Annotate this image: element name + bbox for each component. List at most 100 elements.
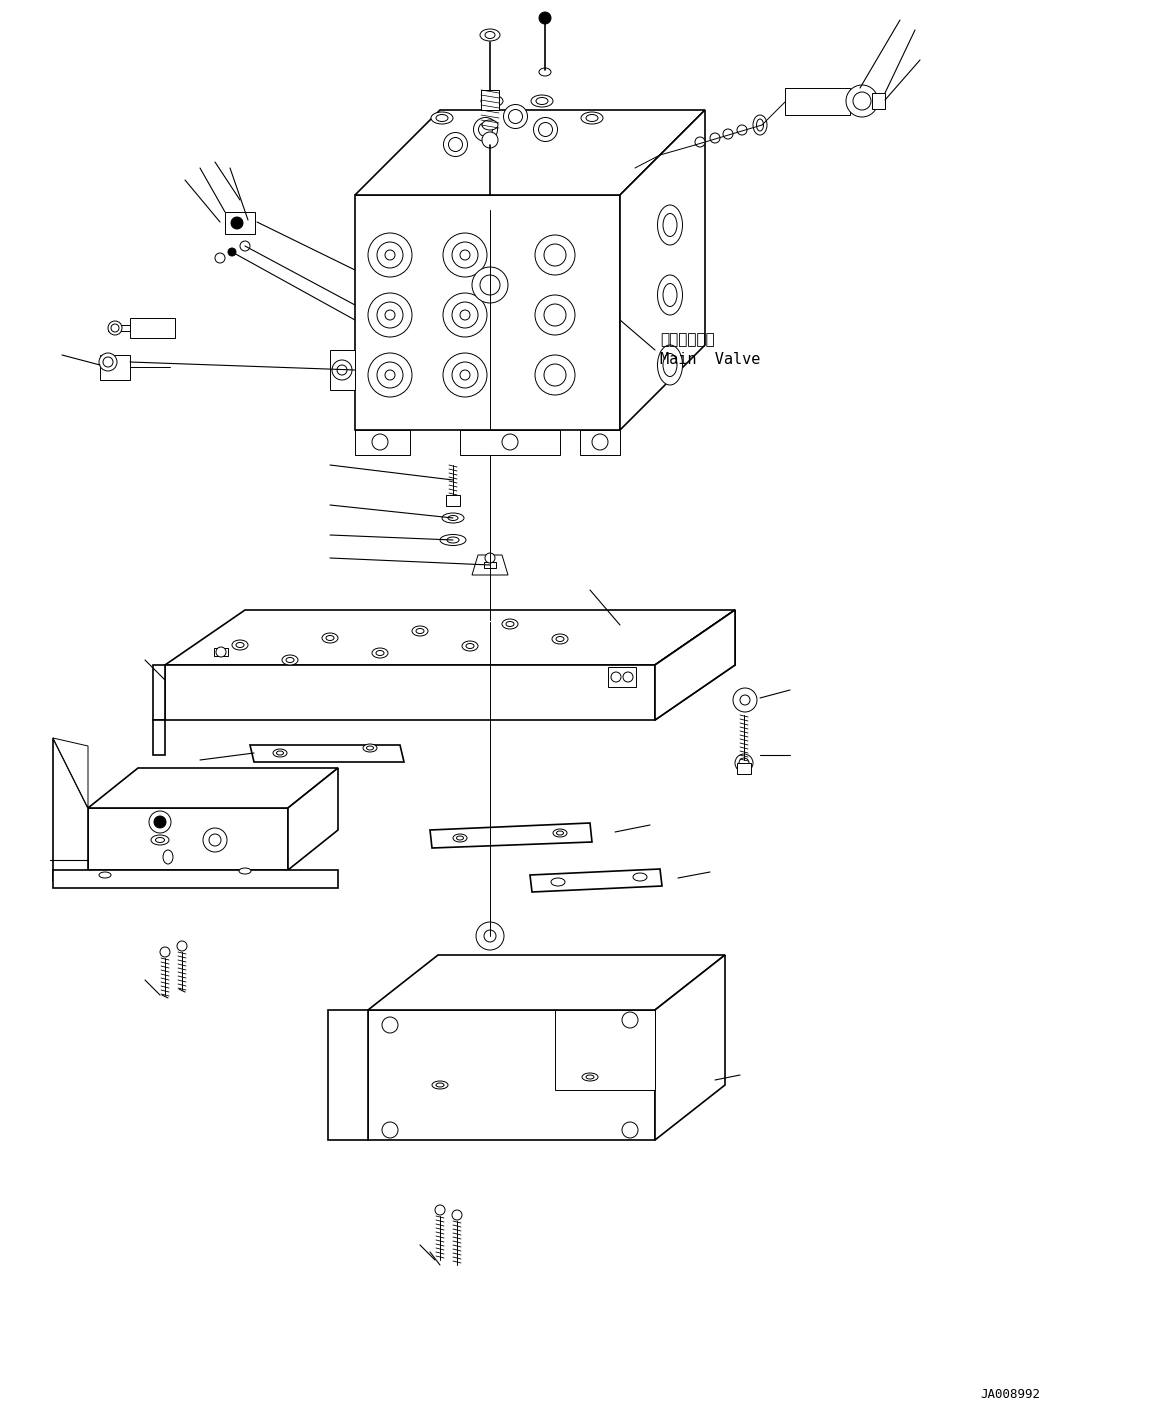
Circle shape xyxy=(372,434,388,450)
Ellipse shape xyxy=(582,1073,598,1080)
Polygon shape xyxy=(355,110,705,195)
Ellipse shape xyxy=(586,1075,594,1079)
Circle shape xyxy=(508,109,522,123)
Ellipse shape xyxy=(448,516,458,520)
Circle shape xyxy=(160,947,170,957)
Circle shape xyxy=(368,233,412,277)
Ellipse shape xyxy=(466,643,475,649)
Circle shape xyxy=(622,1012,638,1028)
Polygon shape xyxy=(355,195,620,430)
Circle shape xyxy=(737,124,747,134)
Circle shape xyxy=(443,354,487,397)
Ellipse shape xyxy=(454,834,468,841)
Circle shape xyxy=(449,137,463,151)
Circle shape xyxy=(544,304,566,327)
Polygon shape xyxy=(165,609,735,665)
Circle shape xyxy=(472,267,508,303)
Circle shape xyxy=(337,365,347,375)
Circle shape xyxy=(481,132,498,148)
Polygon shape xyxy=(355,430,411,455)
Ellipse shape xyxy=(436,1083,444,1087)
Polygon shape xyxy=(530,870,662,892)
Circle shape xyxy=(846,85,878,117)
Ellipse shape xyxy=(326,635,334,641)
Circle shape xyxy=(535,296,575,335)
Circle shape xyxy=(209,834,221,846)
Polygon shape xyxy=(330,351,355,390)
Polygon shape xyxy=(472,556,508,575)
Ellipse shape xyxy=(557,831,564,836)
Polygon shape xyxy=(608,667,636,687)
Polygon shape xyxy=(154,665,165,720)
Ellipse shape xyxy=(552,829,568,837)
Circle shape xyxy=(733,689,757,713)
Circle shape xyxy=(480,274,500,296)
Ellipse shape xyxy=(752,115,768,134)
Ellipse shape xyxy=(457,836,464,840)
Circle shape xyxy=(381,1121,398,1138)
Circle shape xyxy=(368,293,412,337)
Circle shape xyxy=(739,758,749,768)
Circle shape xyxy=(177,940,187,952)
Circle shape xyxy=(110,324,119,332)
Ellipse shape xyxy=(286,658,294,663)
Text: JA008992: JA008992 xyxy=(980,1389,1040,1401)
Polygon shape xyxy=(655,609,735,720)
Polygon shape xyxy=(368,954,725,1010)
Circle shape xyxy=(538,123,552,137)
Circle shape xyxy=(535,355,575,395)
Ellipse shape xyxy=(376,650,384,656)
Ellipse shape xyxy=(462,641,478,650)
Circle shape xyxy=(385,370,395,380)
Ellipse shape xyxy=(416,628,424,633)
Ellipse shape xyxy=(231,641,248,650)
Ellipse shape xyxy=(372,648,388,658)
Ellipse shape xyxy=(366,747,373,749)
Ellipse shape xyxy=(657,274,683,315)
Polygon shape xyxy=(53,738,88,807)
Circle shape xyxy=(215,253,224,263)
Ellipse shape xyxy=(756,119,763,132)
Circle shape xyxy=(544,363,566,386)
Circle shape xyxy=(709,133,720,143)
Ellipse shape xyxy=(480,30,500,41)
Circle shape xyxy=(484,930,495,942)
Ellipse shape xyxy=(657,205,683,245)
Circle shape xyxy=(385,310,395,320)
Circle shape xyxy=(622,1121,638,1138)
Circle shape xyxy=(611,672,621,682)
Polygon shape xyxy=(53,738,88,880)
Polygon shape xyxy=(620,110,705,430)
Circle shape xyxy=(476,922,504,950)
Ellipse shape xyxy=(556,636,564,642)
Circle shape xyxy=(385,250,395,260)
Polygon shape xyxy=(165,665,655,720)
Circle shape xyxy=(544,245,566,266)
Circle shape xyxy=(461,310,470,320)
Circle shape xyxy=(443,233,487,277)
Ellipse shape xyxy=(440,534,466,546)
Ellipse shape xyxy=(431,112,454,124)
Polygon shape xyxy=(655,954,725,1140)
Ellipse shape xyxy=(436,115,448,122)
Circle shape xyxy=(452,1210,462,1220)
Circle shape xyxy=(228,247,236,256)
Circle shape xyxy=(104,356,113,368)
Ellipse shape xyxy=(240,868,251,874)
Ellipse shape xyxy=(151,836,169,846)
Polygon shape xyxy=(53,870,338,888)
Polygon shape xyxy=(872,93,885,109)
Ellipse shape xyxy=(663,354,677,376)
Circle shape xyxy=(377,303,404,328)
Ellipse shape xyxy=(431,1080,448,1089)
Circle shape xyxy=(473,117,498,141)
Circle shape xyxy=(695,137,705,147)
Ellipse shape xyxy=(663,214,677,236)
Circle shape xyxy=(452,242,478,269)
Ellipse shape xyxy=(447,537,459,543)
Circle shape xyxy=(443,133,468,157)
Circle shape xyxy=(485,553,495,563)
Circle shape xyxy=(231,216,243,229)
Text: メインバルブ: メインバルブ xyxy=(659,332,715,348)
Circle shape xyxy=(461,250,470,260)
